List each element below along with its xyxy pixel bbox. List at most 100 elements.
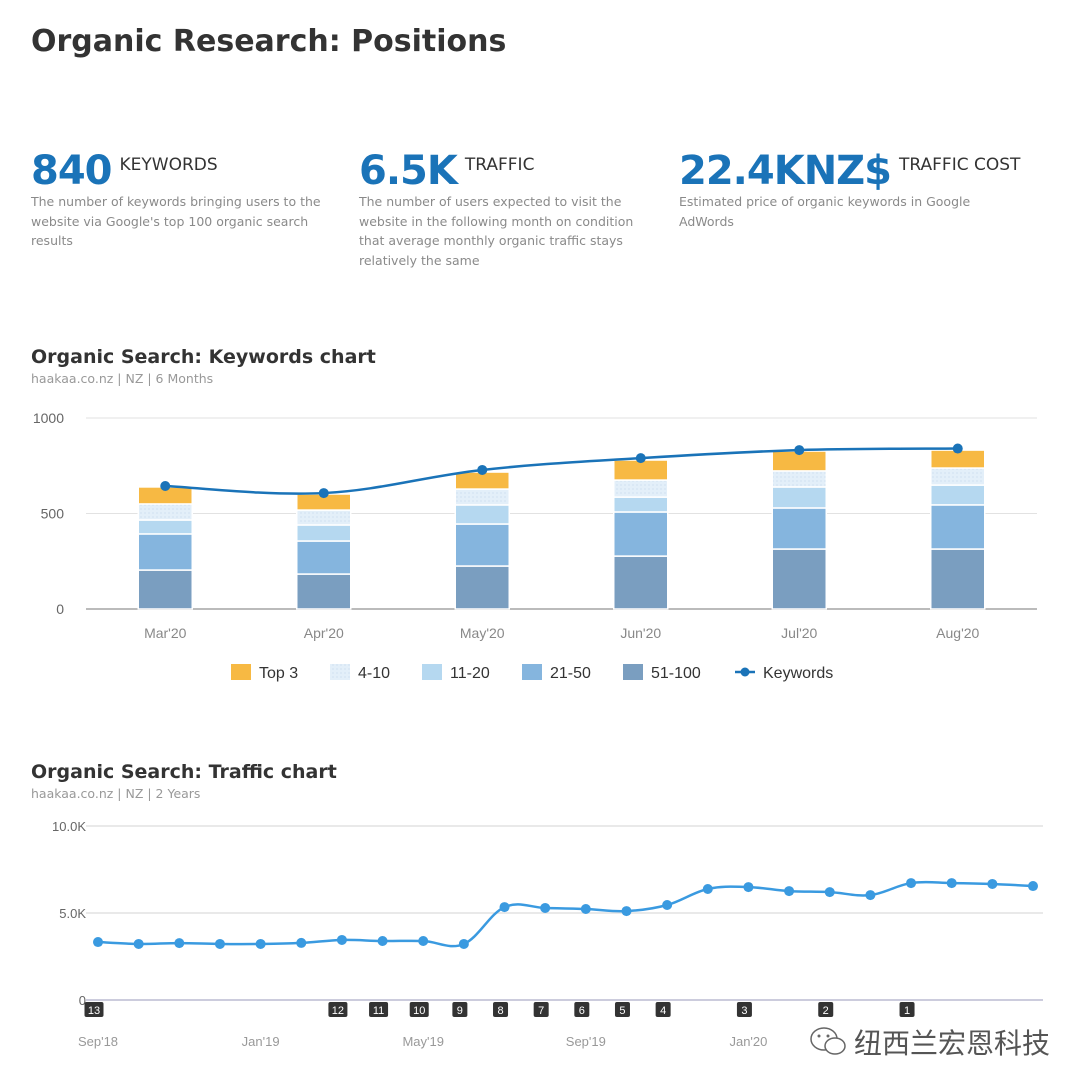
traffic-point [336, 934, 347, 945]
stat-traffic-cost: 22.4KNZ$ TRAFFIC COST Estimated price of … [679, 148, 1039, 231]
marker-label: 13 [88, 1005, 100, 1017]
bar-segment-21-50 [613, 511, 669, 557]
traffic-point [93, 937, 103, 948]
bar-segment-4-10 [137, 503, 193, 521]
event-marker[interactable]: 8 [493, 1002, 509, 1017]
bar-segment-51-100 [771, 548, 827, 610]
event-marker[interactable]: 10 [409, 1002, 429, 1017]
bar-segment-4-10 [613, 479, 669, 498]
marker-badge [736, 1002, 752, 1017]
stat-label: KEYWORDS [119, 155, 218, 175]
chart-title: Organic Search: Traffic chart [31, 761, 337, 783]
marker-label: 1 [904, 1005, 910, 1017]
bar-segment-11-20 [771, 486, 827, 509]
bar-segment-11-20 [296, 524, 352, 542]
legend-marker-icon [740, 667, 750, 677]
event-marker[interactable]: 11 [369, 1002, 389, 1017]
bar-segment-51-100 [454, 565, 510, 610]
legend-swatch [522, 664, 542, 680]
stat-value: 840 [31, 148, 112, 194]
traffic-chart-header: Organic Search: Traffic chart haakaa.co.… [31, 761, 337, 801]
legend-item[interactable]: 4-10 [330, 664, 390, 682]
traffic-point [580, 903, 591, 914]
keywords-line [165, 447, 958, 495]
traffic-point [255, 938, 266, 949]
marker-label: 4 [660, 1005, 666, 1017]
bar-segment-11-20 [137, 519, 193, 535]
traffic-line [97, 880, 1034, 948]
marker-badge [452, 1002, 468, 1017]
marker-label: 8 [497, 1005, 503, 1017]
stat-value: 22.4KNZ$ [679, 148, 892, 194]
y-tick-label: 0 [79, 993, 86, 1008]
traffic-chart: 0 5.0K 10.0K Sep'18 Jan'19 May'19 Sep'19 Jan'20… [52, 819, 1043, 1049]
x-tick-label: Jul'20 [781, 625, 817, 641]
bar-segment-51-100 [613, 555, 669, 610]
stat-label: TRAFFIC COST [899, 155, 1021, 175]
keywords-chart-header: Organic Search: Keywords chart haakaa.co… [31, 346, 376, 386]
legend-label: 51-100 [651, 665, 701, 682]
marker-label: 2 [823, 1005, 829, 1017]
traffic-point [1028, 881, 1038, 892]
x-tick-label: Apr'20 [304, 625, 344, 641]
marker-badge [493, 1002, 509, 1017]
keywords-point [794, 445, 805, 456]
traffic-point [214, 938, 225, 949]
stat-label: TRAFFIC [464, 155, 535, 175]
marker-label: 12 [332, 1005, 344, 1017]
marker-badge [369, 1002, 389, 1017]
legend-item[interactable]: 21-50 [522, 664, 591, 682]
event-marker[interactable]: 12 [328, 1002, 348, 1017]
keywords-point [635, 453, 646, 464]
stat-description: The number of keywords bringing users to… [31, 194, 321, 248]
keywords-chart: 0 500 1000 Mar'20 Apr'20 May'20 Jun'20 Jul'20 Au… [33, 410, 1037, 682]
marker-label: 7 [538, 1005, 544, 1017]
marker-badge [899, 1002, 915, 1017]
marker-badge [533, 1002, 549, 1017]
traffic-point [662, 899, 673, 910]
legend-item[interactable]: 51-100 [623, 664, 701, 682]
bar-segment-11-20 [930, 484, 986, 506]
legend-item[interactable]: Keywords [735, 665, 833, 682]
traffic-point [946, 878, 957, 889]
x-tick-label: May'20 [460, 625, 505, 641]
traffic-point [906, 878, 917, 889]
event-marker[interactable]: 13 [84, 1002, 104, 1017]
event-marker[interactable]: 2 [818, 1002, 834, 1017]
traffic-point [174, 938, 185, 949]
bar-segment-11-20 [613, 496, 669, 513]
wechat-icon [810, 1027, 846, 1055]
marker-badge [818, 1002, 834, 1017]
event-marker[interactable]: 9 [452, 1002, 468, 1017]
marker-label: 6 [579, 1005, 585, 1017]
marker-label: 3 [741, 1005, 747, 1017]
legend-item[interactable]: 11-20 [422, 664, 490, 682]
legend-item[interactable]: Top 3 [231, 664, 298, 682]
traffic-point [296, 937, 307, 948]
traffic-point [377, 936, 388, 947]
legend-label: 4-10 [358, 665, 390, 682]
event-marker[interactable]: 5 [614, 1002, 630, 1017]
marker-label: 11 [373, 1005, 384, 1017]
bar-segment-4-10 [930, 467, 986, 486]
bar-segment-51-100 [296, 573, 352, 610]
event-marker[interactable]: 3 [736, 1002, 752, 1017]
event-marker[interactable]: 1 [899, 1002, 915, 1017]
chart-subtitle: haakaa.co.nz | NZ | 2 Years [31, 786, 201, 801]
marker-badge [614, 1002, 630, 1017]
traffic-point [133, 938, 144, 949]
chart-subtitle: haakaa.co.nz | NZ | 6 Months [31, 371, 214, 386]
event-marker[interactable]: 4 [655, 1002, 671, 1017]
legend-swatch [330, 664, 350, 680]
marker-badge [409, 1002, 429, 1017]
bar-segment-51-100 [930, 548, 986, 610]
event-marker[interactable]: 7 [533, 1002, 549, 1017]
x-tick-label: Sep'18 [78, 1034, 118, 1049]
marker-label: 9 [457, 1005, 463, 1017]
event-marker[interactable]: 6 [574, 1002, 590, 1017]
x-tick-label: Sep'19 [566, 1034, 606, 1049]
bar-segment-21-50 [296, 540, 352, 575]
y-tick-label: 5.0K [59, 906, 86, 921]
marker-badge [574, 1002, 590, 1017]
bar-segment-4-10 [771, 470, 827, 488]
